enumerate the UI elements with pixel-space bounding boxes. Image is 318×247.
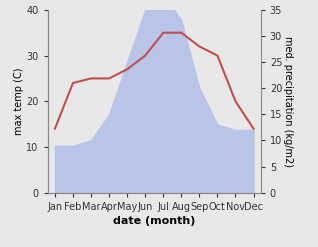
Y-axis label: max temp (C): max temp (C) [14,67,24,135]
Y-axis label: med. precipitation (kg/m2): med. precipitation (kg/m2) [283,36,294,167]
X-axis label: date (month): date (month) [113,216,196,226]
